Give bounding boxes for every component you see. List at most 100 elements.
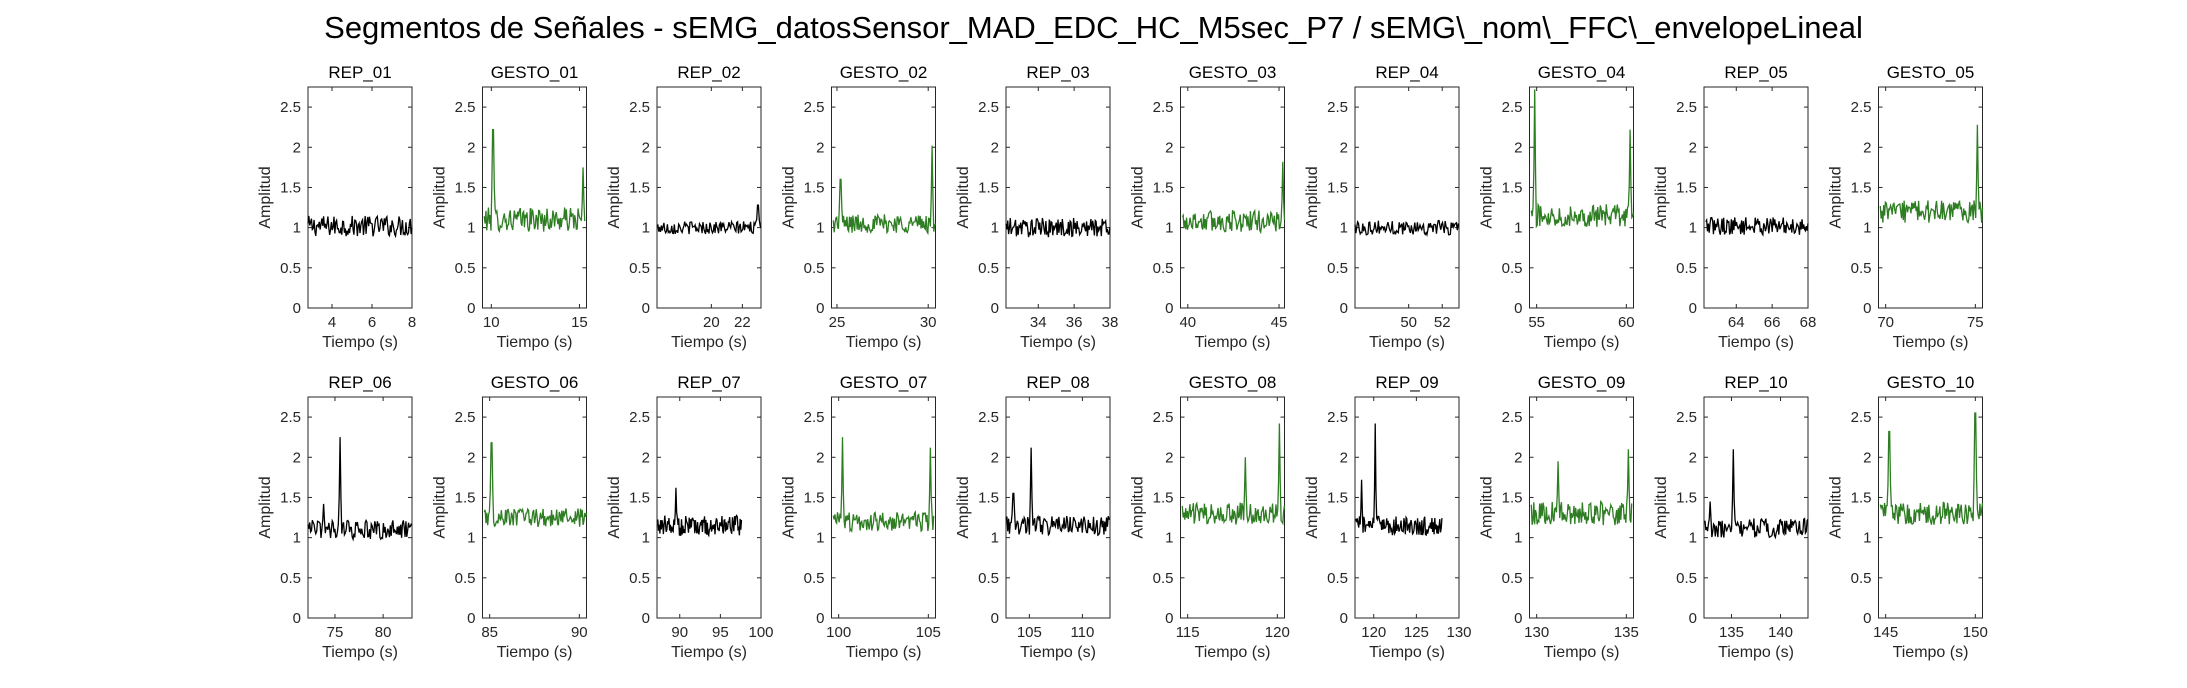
x-tick-label: 50 bbox=[1400, 314, 1417, 331]
y-tick-label: 2 bbox=[467, 139, 475, 156]
y-tick-label: 2 bbox=[1165, 449, 1173, 466]
subplot-title: GESTO_05 bbox=[1887, 63, 1975, 82]
y-tick-label: 2 bbox=[1863, 139, 1871, 156]
y-tick-label: 2.5 bbox=[804, 409, 825, 426]
x-tick-label: 90 bbox=[571, 624, 588, 641]
y-tick-label: 2.5 bbox=[280, 409, 301, 426]
axes-box bbox=[1878, 86, 1983, 309]
y-tick-label: 1.5 bbox=[1676, 489, 1697, 506]
y-tick-label: 1 bbox=[642, 530, 650, 547]
subplot-rep-06: REP_06 0 0.5 1 1.5 2 2.5 75 80 Tiempo (s) Amplitud bbox=[257, 373, 413, 661]
y-tick-label: 2.5 bbox=[629, 99, 650, 116]
y-tick-label: 2.5 bbox=[455, 409, 476, 426]
x-tick-label: 60 bbox=[1618, 314, 1635, 331]
y-tick-label: 0 bbox=[1340, 300, 1348, 317]
subplot-gesto-02: GESTO_02 0 0.5 1 1.5 2 2.5 25 30 Tiempo (s) Amplit… bbox=[781, 63, 937, 351]
y-tick-label: 1.5 bbox=[280, 489, 301, 506]
x-tick-label: 95 bbox=[712, 624, 729, 641]
y-tick-label: 0 bbox=[991, 610, 999, 627]
y-tick-label: 2 bbox=[642, 139, 650, 156]
y-tick-label: 0 bbox=[1863, 610, 1871, 627]
y-axis-label: Amplitud bbox=[1479, 476, 1496, 538]
x-tick-label: 120 bbox=[1361, 624, 1386, 641]
x-tick-label: 34 bbox=[1030, 314, 1047, 331]
y-tick-label: 0.5 bbox=[1851, 260, 1872, 277]
subplot-title: REP_04 bbox=[1375, 63, 1438, 82]
x-axis-label: Tiempo (s) bbox=[1718, 334, 1794, 351]
subplot-rep-10: REP_10 0 0.5 1 1.5 2 2.5 135 140 Tiempo (s) Amplit… bbox=[1653, 373, 1809, 661]
y-tick-label: 0.5 bbox=[629, 260, 650, 277]
axes-box bbox=[1354, 396, 1460, 619]
axes-box bbox=[482, 86, 587, 309]
y-axis-label: Amplitud bbox=[606, 166, 623, 228]
x-tick-label: 66 bbox=[1764, 314, 1781, 331]
signal-line bbox=[832, 145, 937, 236]
y-tick-label: 0.5 bbox=[978, 260, 999, 277]
y-tick-label: 1 bbox=[816, 530, 824, 547]
y-axis-label: Amplitud bbox=[606, 476, 623, 538]
subplot-title: REP_02 bbox=[677, 63, 740, 82]
y-tick-label: 0.5 bbox=[1327, 570, 1348, 587]
y-tick-label: 2.5 bbox=[1153, 409, 1174, 426]
y-tick-label: 0 bbox=[293, 300, 301, 317]
y-axis-label: Amplitud bbox=[1828, 476, 1845, 538]
subplot-title: GESTO_08 bbox=[1189, 373, 1277, 392]
subplot-rep-04: REP_04 0 0.5 1 1.5 2 2.5 50 52 Tiempo (s) Amplitud bbox=[1304, 63, 1460, 351]
axes-box bbox=[1878, 396, 1983, 619]
x-axis-label: Tiempo (s) bbox=[1020, 334, 1096, 351]
signal-line bbox=[1530, 89, 1635, 229]
x-tick-label: 52 bbox=[1434, 314, 1451, 331]
y-tick-label: 0 bbox=[1514, 300, 1522, 317]
y-tick-label: 2 bbox=[642, 449, 650, 466]
x-tick-label: 64 bbox=[1728, 314, 1745, 331]
signal-line bbox=[307, 437, 413, 542]
y-tick-label: 0 bbox=[1863, 300, 1871, 317]
subplot-gesto-07: GESTO_07 0 0.5 1 1.5 2 2.5 100 105 Tiempo (s) Ampl… bbox=[781, 373, 941, 661]
x-tick-label: 145 bbox=[1873, 624, 1898, 641]
x-tick-label: 90 bbox=[671, 624, 688, 641]
y-axis-label: Amplitud bbox=[257, 166, 274, 228]
subplot-gesto-01: GESTO_01 0 0.5 1 1.5 2 2.5 10 15 Tiempo (s) Amplit… bbox=[432, 63, 588, 351]
y-tick-label: 1 bbox=[642, 220, 650, 237]
y-tick-label: 2.5 bbox=[1153, 99, 1174, 116]
subplot-title: REP_07 bbox=[677, 373, 740, 392]
axes-box bbox=[656, 86, 762, 309]
y-tick-label: 0 bbox=[1165, 300, 1173, 317]
y-tick-label: 1 bbox=[293, 530, 301, 547]
y-tick-label: 1.5 bbox=[1502, 179, 1523, 196]
subplot-title: REP_01 bbox=[328, 63, 391, 82]
axes-box bbox=[1354, 86, 1460, 309]
x-axis-label: Tiempo (s) bbox=[497, 644, 573, 661]
subplot-title: REP_06 bbox=[328, 373, 391, 392]
y-tick-label: 2.5 bbox=[629, 409, 650, 426]
y-tick-label: 0 bbox=[293, 610, 301, 627]
subplot-rep-08: REP_08 0 0.5 1 1.5 2 2.5 105 110 Tiempo (s) Amplit… bbox=[955, 373, 1111, 661]
y-tick-label: 1.5 bbox=[1502, 489, 1523, 506]
y-tick-label: 2 bbox=[467, 449, 475, 466]
y-tick-label: 2.5 bbox=[1327, 99, 1348, 116]
y-tick-label: 2 bbox=[1514, 449, 1522, 466]
signal-line bbox=[832, 437, 935, 534]
x-tick-label: 75 bbox=[327, 624, 344, 641]
y-tick-label: 1 bbox=[293, 220, 301, 237]
y-tick-label: 2.5 bbox=[978, 409, 999, 426]
x-tick-label: 100 bbox=[748, 624, 773, 641]
y-tick-label: 1 bbox=[467, 220, 475, 237]
subplot-title: GESTO_07 bbox=[840, 373, 928, 392]
signal-line bbox=[1354, 219, 1460, 238]
y-axis-label: Amplitud bbox=[955, 476, 972, 538]
y-axis-label: Amplitud bbox=[1479, 166, 1496, 228]
subplot-rep-05: REP_05 0 0.5 1 1.5 2 2.5 64 66 68 Tiempo (s) Amplit… bbox=[1653, 63, 1816, 351]
y-tick-label: 2 bbox=[293, 139, 301, 156]
x-tick-label: 25 bbox=[829, 314, 846, 331]
y-tick-label: 2 bbox=[1514, 139, 1522, 156]
subplot-rep-02: REP_02 0 0.5 1 1.5 2 2.5 20 22 Tiempo (s) Amplitud bbox=[606, 63, 762, 351]
x-tick-label: 85 bbox=[481, 624, 498, 641]
y-tick-label: 1.5 bbox=[1676, 179, 1697, 196]
y-tick-label: 0.5 bbox=[1327, 260, 1348, 277]
subplot-title: GESTO_09 bbox=[1538, 373, 1626, 392]
x-tick-label: 75 bbox=[1967, 314, 1984, 331]
x-tick-label: 120 bbox=[1265, 624, 1290, 641]
